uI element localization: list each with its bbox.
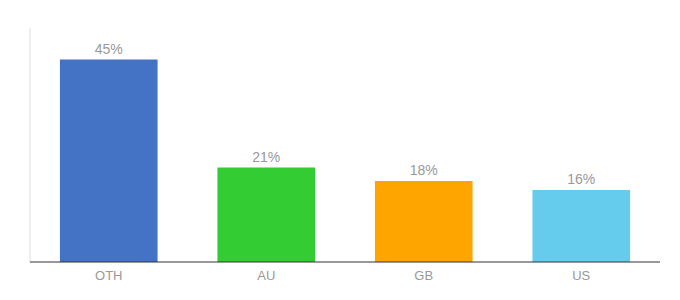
data-label: 16% xyxy=(567,171,595,187)
bar xyxy=(375,181,473,262)
bar xyxy=(217,168,315,263)
bar xyxy=(60,60,158,263)
data-label: 18% xyxy=(410,162,438,178)
bar xyxy=(532,190,630,262)
chart-container: OTH AU GB US 45% 21% 18% 16% xyxy=(0,0,680,300)
x-axis-line xyxy=(30,261,660,262)
x-tick-label: OTH xyxy=(95,268,122,283)
data-label: 45% xyxy=(95,41,123,57)
y-axis-line xyxy=(30,28,31,262)
data-label: 21% xyxy=(252,149,280,165)
x-tick-label: GB xyxy=(414,268,433,283)
x-tick-label: US xyxy=(572,268,590,283)
bars xyxy=(60,60,630,263)
chart-svg: OTH AU GB US 45% 21% 18% 16% xyxy=(0,0,680,300)
x-tick-label: AU xyxy=(257,268,275,283)
